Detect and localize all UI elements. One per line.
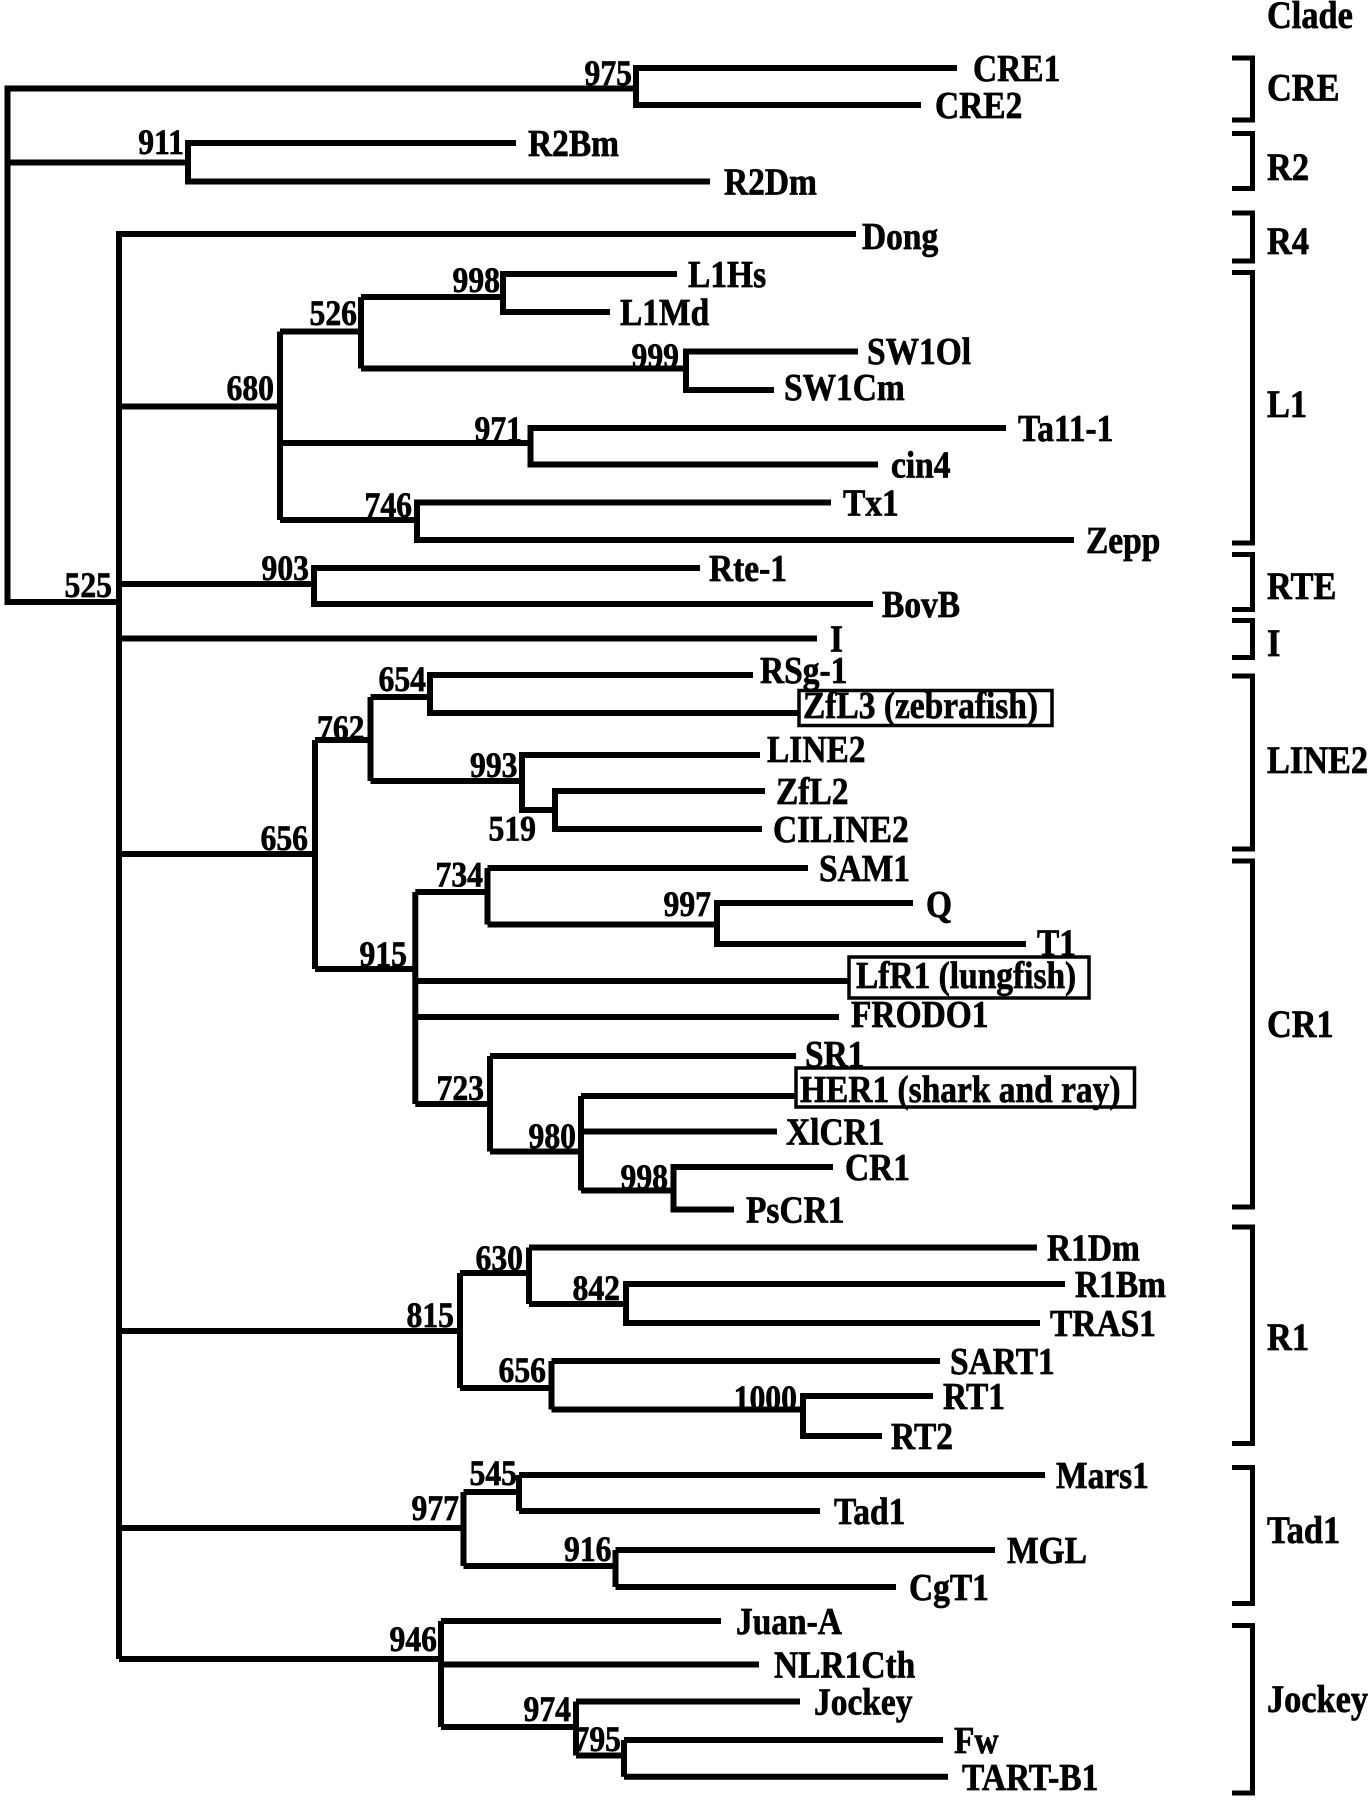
- svg-text:Tad1: Tad1: [1267, 1509, 1340, 1552]
- svg-text:795: 795: [574, 1719, 622, 1759]
- svg-text:RTE: RTE: [1267, 565, 1336, 608]
- svg-text:I: I: [1267, 622, 1280, 665]
- svg-text:974: 974: [524, 1689, 572, 1729]
- svg-text:911: 911: [138, 122, 184, 162]
- svg-text:680: 680: [227, 368, 275, 408]
- svg-text:BovB: BovB: [882, 584, 960, 626]
- svg-text:SR1: SR1: [805, 1034, 865, 1076]
- svg-text:746: 746: [365, 485, 413, 525]
- svg-text:Ta11-1: Ta11-1: [1018, 408, 1113, 450]
- svg-text:L1: L1: [1267, 383, 1307, 426]
- svg-text:545: 545: [470, 1453, 518, 1493]
- svg-text:CgT1: CgT1: [909, 1567, 989, 1609]
- svg-text:ZfL3 (zebrafish): ZfL3 (zebrafish): [803, 685, 1038, 727]
- svg-text:cin4: cin4: [891, 445, 951, 487]
- svg-text:915: 915: [360, 934, 408, 974]
- svg-text:R4: R4: [1267, 220, 1309, 263]
- svg-text:FRODO1: FRODO1: [851, 994, 989, 1036]
- svg-text:Jockey: Jockey: [1267, 1678, 1368, 1721]
- svg-text:975: 975: [585, 53, 633, 93]
- svg-text:RT2: RT2: [891, 1416, 953, 1458]
- svg-text:971: 971: [475, 409, 523, 449]
- svg-text:Q: Q: [926, 884, 952, 926]
- svg-text:999: 999: [632, 336, 680, 376]
- svg-text:654: 654: [379, 659, 427, 699]
- svg-text:XlCR1: XlCR1: [786, 1112, 885, 1154]
- svg-text:LfR1 (lungfish): LfR1 (lungfish): [856, 955, 1076, 997]
- svg-text:LINE2: LINE2: [767, 729, 866, 771]
- svg-text:762: 762: [317, 708, 365, 748]
- svg-text:MGL: MGL: [1007, 1530, 1087, 1572]
- svg-text:R2Bm: R2Bm: [528, 123, 619, 165]
- svg-text:Zepp: Zepp: [1086, 520, 1160, 562]
- svg-text:815: 815: [407, 1295, 455, 1335]
- svg-text:SW1Cm: SW1Cm: [784, 367, 905, 409]
- svg-text:656: 656: [261, 818, 309, 858]
- svg-text:993: 993: [470, 745, 518, 785]
- svg-text:R1Bm: R1Bm: [1075, 1264, 1166, 1306]
- svg-text:RT1: RT1: [943, 1376, 1005, 1418]
- svg-text:630: 630: [476, 1238, 524, 1278]
- svg-text:L1Md: L1Md: [620, 292, 709, 334]
- svg-text:997: 997: [664, 884, 712, 924]
- svg-text:519: 519: [489, 809, 537, 849]
- svg-text:RSg-1: RSg-1: [760, 650, 847, 692]
- svg-text:525: 525: [65, 565, 113, 605]
- svg-text:HER1 (shark and ray): HER1 (shark and ray): [800, 1069, 1121, 1111]
- svg-text:CILINE2: CILINE2: [773, 809, 909, 851]
- svg-text:Tad1: Tad1: [834, 1491, 905, 1533]
- svg-text:R2Dm: R2Dm: [724, 162, 817, 204]
- svg-text:I: I: [830, 619, 843, 661]
- svg-text:CRE1: CRE1: [973, 48, 1060, 90]
- svg-text:SW1Ol: SW1Ol: [867, 331, 971, 373]
- svg-text:ZfL2: ZfL2: [776, 771, 849, 813]
- svg-text:PsCR1: PsCR1: [746, 1190, 845, 1232]
- svg-text:TART-B1: TART-B1: [962, 1757, 1098, 1799]
- svg-text:Mars1: Mars1: [1056, 1455, 1149, 1497]
- svg-text:526: 526: [310, 293, 358, 333]
- svg-text:Rte-1: Rte-1: [709, 548, 787, 590]
- svg-text:T1: T1: [1037, 923, 1076, 965]
- svg-text:903: 903: [262, 548, 310, 588]
- svg-text:CRE2: CRE2: [935, 85, 1022, 127]
- svg-text:998: 998: [621, 1157, 669, 1197]
- svg-text:TRAS1: TRAS1: [1050, 1303, 1156, 1345]
- svg-text:977: 977: [412, 1488, 460, 1528]
- svg-text:916: 916: [564, 1529, 612, 1569]
- svg-text:NLR1Cth: NLR1Cth: [774, 1645, 915, 1687]
- svg-text:998: 998: [453, 260, 501, 300]
- svg-text:CR1: CR1: [1267, 1003, 1334, 1046]
- svg-text:Juan-A: Juan-A: [736, 1601, 842, 1643]
- svg-text:656: 656: [499, 1350, 547, 1390]
- svg-text:Tx1: Tx1: [843, 483, 899, 525]
- svg-text:734: 734: [436, 855, 484, 895]
- svg-text:1000: 1000: [734, 1378, 797, 1418]
- svg-text:CRE: CRE: [1267, 67, 1340, 110]
- svg-text:946: 946: [390, 1619, 438, 1659]
- svg-text:R2: R2: [1267, 146, 1309, 189]
- svg-text:842: 842: [573, 1268, 621, 1308]
- svg-text:723: 723: [437, 1068, 485, 1108]
- svg-text:CR1: CR1: [845, 1147, 910, 1189]
- svg-text:R1Dm: R1Dm: [1047, 1228, 1140, 1270]
- svg-text:Dong: Dong: [862, 216, 938, 258]
- svg-text:Fw: Fw: [954, 1720, 999, 1762]
- svg-text:LINE2: LINE2: [1267, 739, 1368, 782]
- svg-text:L1Hs: L1Hs: [688, 254, 766, 296]
- svg-text:SAM1: SAM1: [819, 848, 910, 890]
- svg-text:Jockey: Jockey: [814, 1682, 913, 1724]
- svg-text:SART1: SART1: [950, 1341, 1055, 1383]
- svg-text:980: 980: [529, 1116, 577, 1156]
- svg-text:Clade: Clade: [1267, 0, 1353, 37]
- svg-text:R1: R1: [1267, 1316, 1309, 1359]
